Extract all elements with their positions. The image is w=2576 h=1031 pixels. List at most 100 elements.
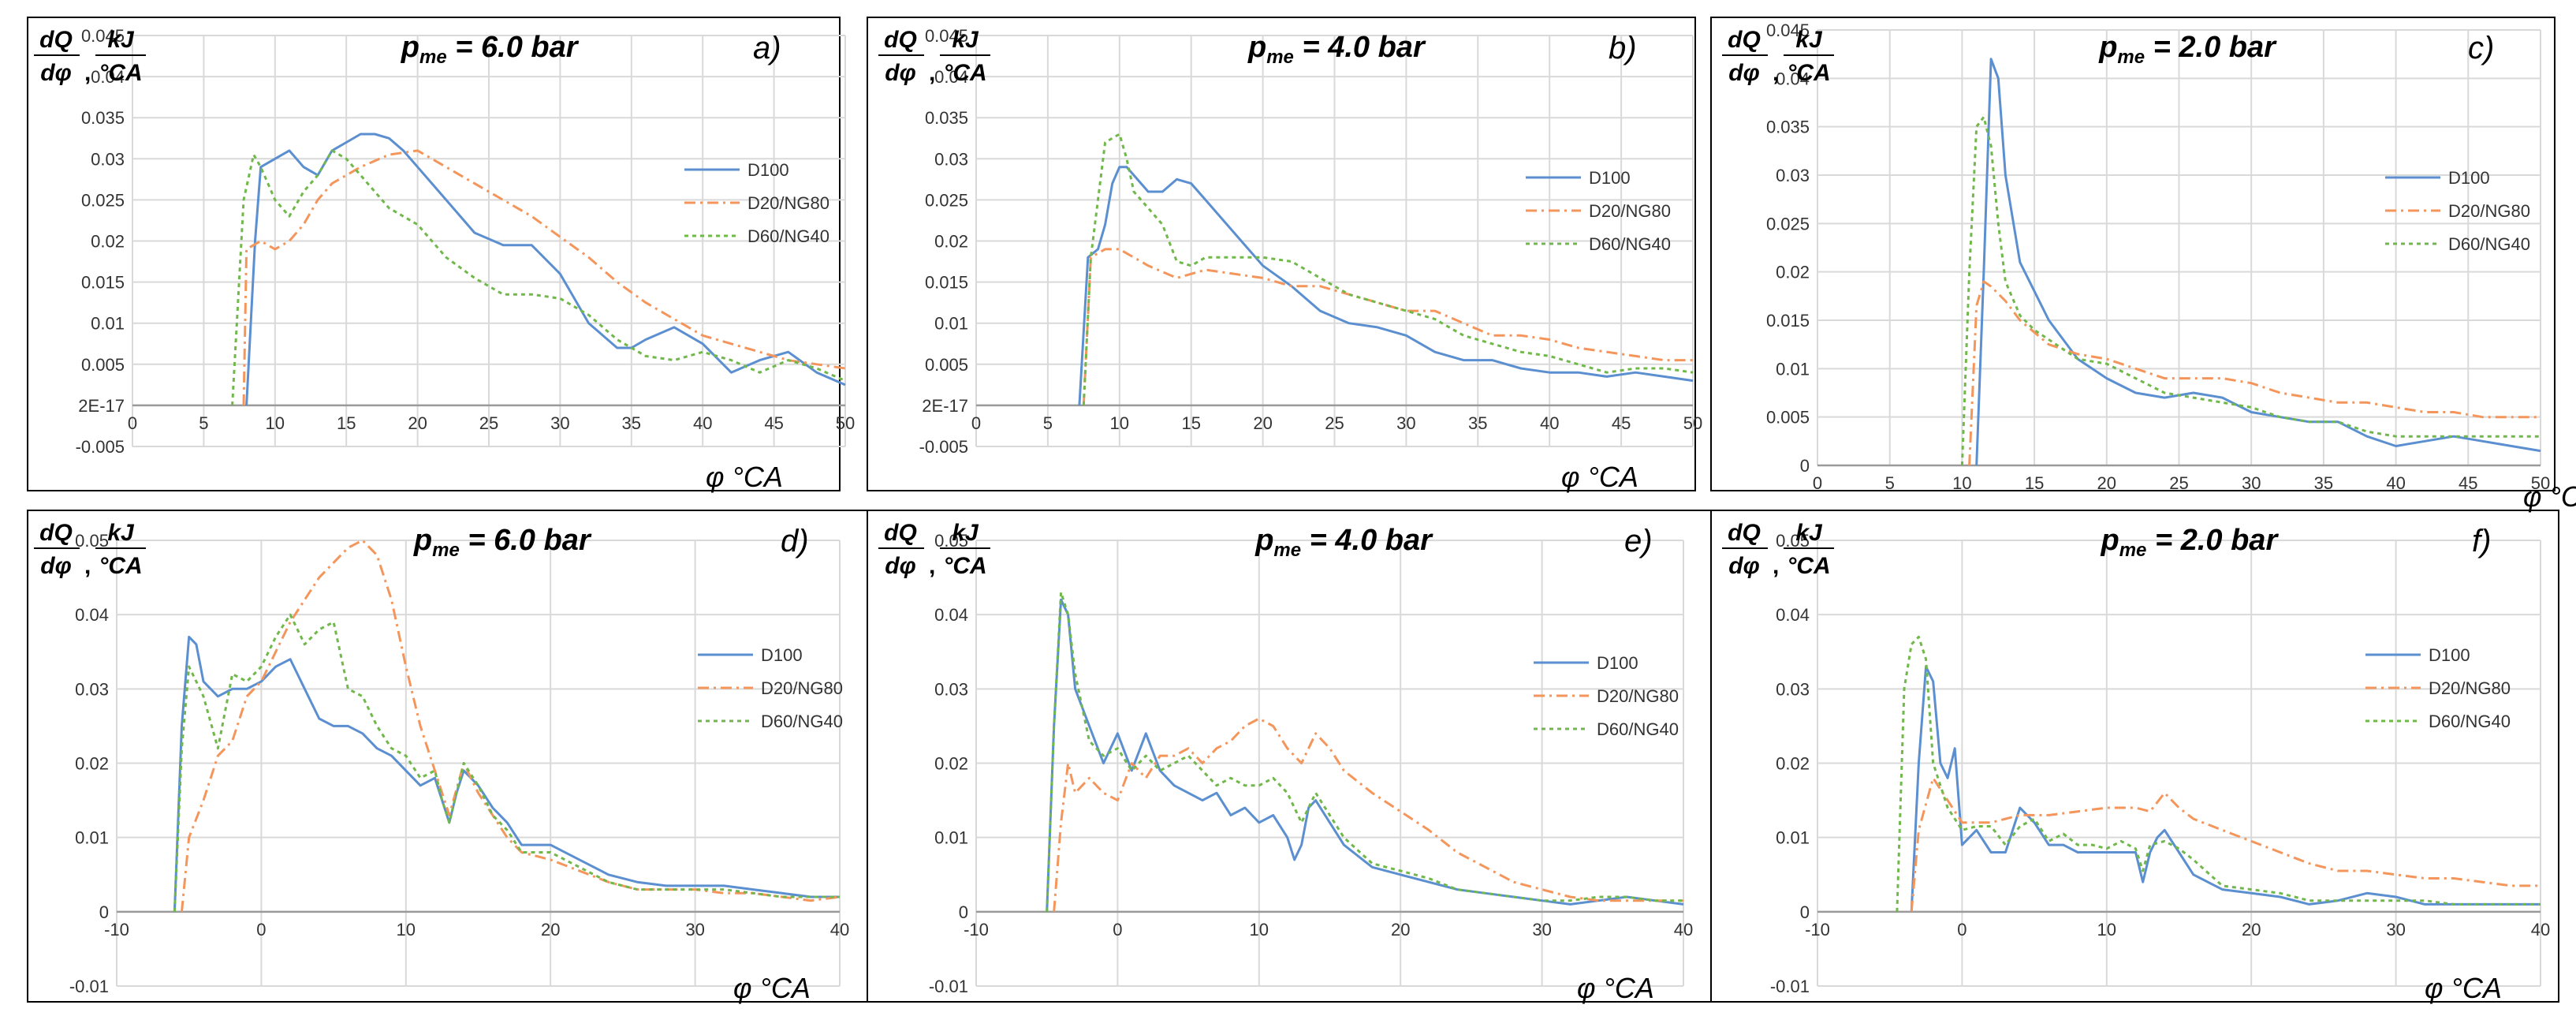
ylabel-separator: , xyxy=(929,60,935,86)
panel-frame xyxy=(1710,17,2555,491)
y-tick-label: 0.045 xyxy=(925,26,968,46)
x-axis-label: φ °CA xyxy=(1561,461,1638,493)
y-tick-label: -0.01 xyxy=(929,977,968,996)
x-tick-label: 0 xyxy=(256,920,266,939)
x-tick-label: 45 xyxy=(2459,473,2477,493)
panel-label: d) xyxy=(781,524,809,558)
y-tick-label: 0.025 xyxy=(1766,214,1810,233)
x-tick-label: 40 xyxy=(1674,920,1693,939)
y-tick-label: 0.045 xyxy=(81,26,125,46)
y-tick-label: 0.03 xyxy=(75,679,109,699)
x-tick-label: 40 xyxy=(1540,413,1559,433)
y-tick-label: 0.03 xyxy=(934,149,968,169)
legend-label: D20/NG80 xyxy=(2429,678,2511,698)
legend-label: D60/NG40 xyxy=(2429,712,2511,731)
y-tick-label: -0.01 xyxy=(69,977,109,996)
x-tick-label: -10 xyxy=(1805,920,1830,939)
ylabel-denominator-2: °CA xyxy=(1787,60,1830,86)
legend-label: D100 xyxy=(2429,645,2470,665)
x-tick-label: 10 xyxy=(1250,920,1269,939)
ylabel-numerator-1: dQ xyxy=(1728,27,1761,53)
x-axis-label: φ °CA xyxy=(2425,972,2502,1004)
panel-frame xyxy=(867,510,1712,1003)
ylabel-separator: , xyxy=(84,60,91,86)
x-tick-label: 20 xyxy=(2242,920,2261,939)
x-tick-label: 10 xyxy=(1952,473,1971,493)
y-tick-label: 0.01 xyxy=(934,828,968,848)
x-tick-label: 0 xyxy=(1813,473,1822,493)
y-tick-label: 0.035 xyxy=(925,108,968,128)
y-tick-label: 0.025 xyxy=(81,190,125,210)
ylabel-denominator-2: °CA xyxy=(99,60,142,86)
panel-frame xyxy=(867,17,1696,491)
ylabel-separator: , xyxy=(1773,553,1779,579)
legend-label: D100 xyxy=(1597,653,1638,673)
chart-panel-a: -0.005 2E-17 0.005 0.01 0.015 0.02 0.025 0.03 0.… xyxy=(27,17,855,493)
series-line-d20-ng80 xyxy=(242,149,846,405)
y-tick-label: 0 xyxy=(1800,456,1810,476)
panel-title: pme = 6.0 bar xyxy=(413,524,592,561)
x-axis-label: φ °CA xyxy=(706,461,783,493)
x-tick-label: 5 xyxy=(1043,413,1053,433)
ylabel-numerator-1: dQ xyxy=(884,520,917,546)
ylabel-denominator-1: dφ xyxy=(40,60,71,86)
ylabel-numerator-2: kJ xyxy=(107,520,135,546)
y-axis-label: dQ dφ , kJ °CA xyxy=(1722,27,1834,86)
x-tick-label: 50 xyxy=(1683,413,1702,433)
panel-title: pme = 4.0 bar xyxy=(1247,31,1426,68)
ylabel-numerator-1: dQ xyxy=(1728,520,1761,546)
x-tick-label: 20 xyxy=(1391,920,1410,939)
x-tick-label: 0 xyxy=(1957,920,1966,939)
y-tick-label: 2E-17 xyxy=(78,396,125,416)
y-tick-label: 0.035 xyxy=(81,108,125,128)
y-tick-label: 0.01 xyxy=(934,314,968,334)
panel-label: c) xyxy=(2468,31,2494,65)
y-tick-label: 0.05 xyxy=(75,531,109,551)
y-tick-label: 0.02 xyxy=(75,754,109,774)
series-line-d20-ng80 xyxy=(1082,248,1693,405)
y-tick-label: 0.05 xyxy=(1776,531,1810,551)
series-line-d60-ng40 xyxy=(1896,635,2541,912)
series-line-d100 xyxy=(173,635,840,912)
y-tick-label: 0.03 xyxy=(91,149,125,169)
x-tick-label: -10 xyxy=(964,920,989,939)
x-tick-label: 20 xyxy=(541,920,560,939)
x-tick-label: 50 xyxy=(2531,473,2550,493)
legend-label: D60/NG40 xyxy=(1589,234,1671,254)
y-tick-label: 0.03 xyxy=(1776,679,1810,699)
y-tick-label: 0.04 xyxy=(934,67,968,87)
y-tick-label: 0.015 xyxy=(925,273,968,293)
y-tick-label: 0.035 xyxy=(1766,118,1810,137)
ylabel-separator: , xyxy=(84,553,91,579)
y-tick-label: 0.005 xyxy=(925,355,968,375)
ylabel-denominator-1: dφ xyxy=(1728,60,1759,86)
series-line-d100 xyxy=(1910,665,2541,912)
legend-label: D60/NG40 xyxy=(2448,234,2530,254)
chart-panel-b: -0.005 2E-17 0.005 0.01 0.015 0.02 0.025 0.03 0.… xyxy=(867,17,1702,493)
y-tick-label: 0.005 xyxy=(81,355,125,375)
y-tick-label: 0.01 xyxy=(91,314,125,334)
x-tick-label: 15 xyxy=(1181,413,1200,433)
legend-label: D100 xyxy=(1589,168,1631,188)
x-tick-label: 0 xyxy=(971,413,981,433)
x-tick-label: 40 xyxy=(693,413,712,433)
x-tick-label: 10 xyxy=(397,920,416,939)
y-tick-label: 0.03 xyxy=(1776,166,1810,185)
x-tick-label: 30 xyxy=(1396,413,1415,433)
x-tick-label: 25 xyxy=(1325,413,1344,433)
panel-frame xyxy=(27,17,841,491)
x-tick-label: 20 xyxy=(1253,413,1272,433)
panel-title: pme = 2.0 bar xyxy=(2098,31,2277,68)
y-tick-label: 0.015 xyxy=(81,273,125,293)
y-tick-label: 0.005 xyxy=(1766,408,1810,428)
y-tick-label: 0.02 xyxy=(934,232,968,252)
panel-label: e) xyxy=(1624,524,1653,558)
panel-title: pme = 2.0 bar xyxy=(2101,524,2280,561)
ylabel-denominator-2: °CA xyxy=(99,553,142,579)
x-tick-label: 5 xyxy=(1885,473,1895,493)
panel-label: f) xyxy=(2472,524,2491,558)
y-axis-label: dQ dφ , kJ °CA xyxy=(34,520,146,579)
x-tick-label: 25 xyxy=(479,413,498,433)
ylabel-separator: , xyxy=(1773,60,1779,86)
